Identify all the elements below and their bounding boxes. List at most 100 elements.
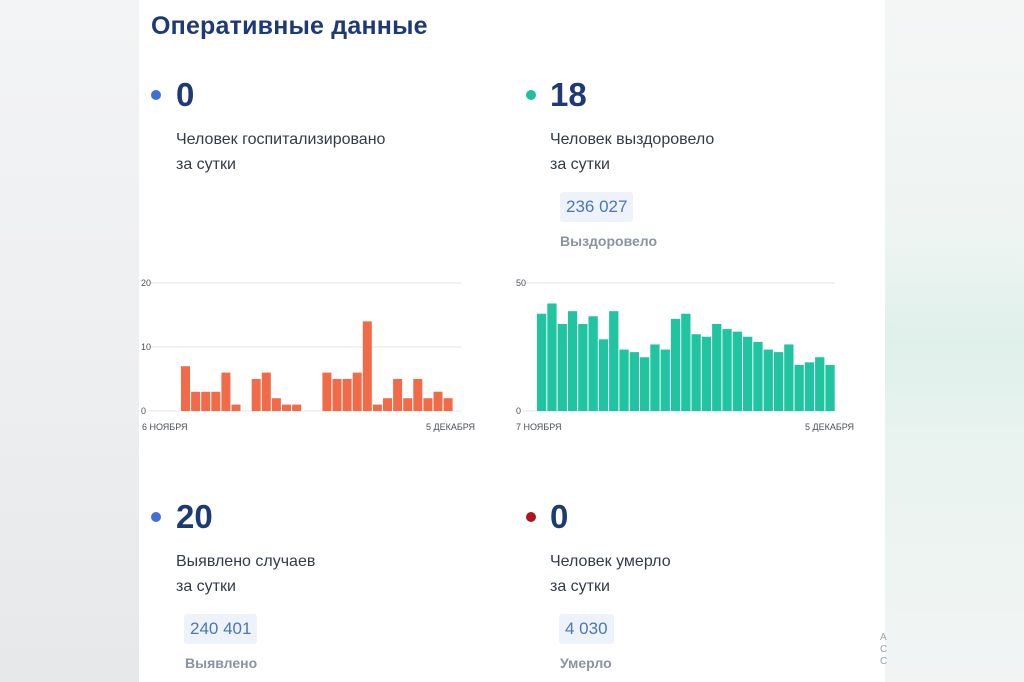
hospitalized-chart-bar bbox=[393, 379, 403, 411]
hospitalized-chart-bar bbox=[191, 391, 201, 411]
recovered-chart-bar bbox=[794, 364, 804, 411]
hospitalized-chart-bar bbox=[423, 398, 433, 411]
recovered-chart-bar bbox=[681, 313, 691, 411]
operational-data-card: Оперативные данные 0 Человек госпитализи… bbox=[139, 0, 885, 682]
deaths-total-badge: 4 030 bbox=[559, 614, 614, 644]
cases-label-line2: за сутки bbox=[176, 578, 236, 595]
hospitalized-label-line2: за сутки bbox=[176, 156, 236, 173]
hospitalized-chart-bar bbox=[181, 366, 190, 411]
recovered-chart-bar bbox=[619, 349, 629, 411]
recovered-chart-bar bbox=[629, 352, 639, 411]
deaths-label-line1: Человек умерло bbox=[550, 553, 671, 570]
page-title: Оперативные данные bbox=[151, 12, 428, 40]
hospitalized-chart-bar bbox=[352, 372, 362, 411]
recovered-chart-bar bbox=[743, 336, 753, 411]
recovered-label-line2: за сутки bbox=[550, 156, 610, 173]
cases-total-badge: 240 401 bbox=[184, 614, 258, 644]
recovered-chart-bar bbox=[567, 311, 578, 411]
recovered-chart-bar bbox=[547, 303, 557, 411]
right-background bbox=[885, 0, 1024, 682]
recovered-chart-y-tick-label: 0 bbox=[516, 406, 521, 416]
hospitalized-chart-bar bbox=[221, 372, 231, 411]
recovered-chart-bar bbox=[691, 334, 701, 411]
hospitalized-label-line1: Человек госпитализировано bbox=[176, 131, 386, 148]
cases-value: 20 bbox=[176, 498, 213, 535]
edge-mark: А bbox=[880, 632, 887, 643]
hospitalized-chart-bar bbox=[433, 391, 443, 411]
recovered-chart-bar bbox=[640, 357, 650, 411]
hospitalized-chart-bar bbox=[383, 398, 392, 411]
hospitalized-chart-svg: 0 10 20 6 НОЯБРЯ 5 ДЕКАБРЯ bbox=[141, 278, 475, 432]
recovered-chart-bar bbox=[825, 364, 835, 411]
edge-mark: С bbox=[880, 656, 888, 667]
recovered-chart-bar bbox=[753, 341, 763, 411]
recovered-chart-svg: 0 50 7 НОЯБРЯ 5 ДЕКАБРЯ bbox=[516, 278, 854, 432]
left-background bbox=[0, 0, 139, 682]
cases-label: Выявлено случаев за сутки bbox=[176, 549, 315, 599]
recovered-chart-bar bbox=[660, 349, 670, 411]
recovered-chart-bar bbox=[670, 318, 681, 411]
recovered-total-badge: 236 027 bbox=[560, 192, 634, 222]
hospitalized-chart-bar bbox=[332, 379, 342, 411]
recovered-chart-bar bbox=[588, 316, 598, 411]
deaths-dot bbox=[526, 512, 536, 522]
hospitalized-chart-bar bbox=[322, 372, 332, 411]
cases-total-caption: Выявлено bbox=[185, 655, 258, 671]
hospitalized-chart-bar bbox=[403, 398, 413, 411]
hospitalized-dot bbox=[151, 90, 161, 100]
recovered-chart-bar bbox=[773, 352, 784, 411]
recovered-chart-bar bbox=[609, 311, 619, 411]
recovered-label: Человек выздоровело за сутки bbox=[550, 127, 714, 177]
hospitalized-chart-x-end-label: 5 ДЕКАБРЯ bbox=[426, 422, 475, 432]
recovered-label-line1: Человек выздоровело bbox=[550, 131, 715, 148]
recovered-chart-bar bbox=[537, 313, 547, 411]
hospitalized-chart-bar bbox=[251, 379, 261, 411]
recovered-chart-bar bbox=[701, 336, 712, 411]
hospitalized-chart-bar bbox=[413, 379, 423, 411]
recovered-chart-x-end-label: 5 ДЕКАБРЯ bbox=[805, 422, 854, 432]
recovered-chart-bar bbox=[815, 357, 825, 411]
deaths-label: Человек умерло за сутки bbox=[550, 549, 671, 599]
hospitalized-chart-y-tick-label: 10 bbox=[141, 342, 151, 352]
cases-dot bbox=[151, 512, 161, 522]
edge-mark: С bbox=[880, 644, 888, 655]
recovered-chart-bar bbox=[712, 323, 722, 411]
hospitalized-chart-y-tick-label: 20 bbox=[141, 278, 151, 288]
hospitalized-chart-bar bbox=[372, 404, 382, 411]
hospitalized-chart-bar bbox=[261, 372, 271, 411]
hospitalized-chart-bar bbox=[362, 321, 372, 411]
hospitalized-chart: 0 10 20 6 НОЯБРЯ 5 ДЕКАБРЯ bbox=[139, 272, 484, 437]
recovered-chart-bar bbox=[578, 323, 588, 411]
recovered-chart-bar bbox=[804, 362, 815, 411]
recovered-chart-bar bbox=[732, 331, 742, 411]
deaths-value: 0 bbox=[550, 498, 569, 535]
recovered-chart-bar bbox=[784, 344, 794, 411]
hospitalized-label: Человек госпитализировано за сутки bbox=[176, 127, 385, 177]
recovered-chart-bar bbox=[557, 323, 567, 411]
hospitalized-chart-x-start-label: 6 НОЯБРЯ bbox=[142, 422, 188, 432]
recovered-value: 18 bbox=[550, 76, 587, 113]
recovered-chart-bar bbox=[598, 339, 609, 411]
hospitalized-chart-bar bbox=[443, 398, 453, 411]
deaths-total-caption: Умерло bbox=[560, 655, 612, 671]
hospitalized-chart-bar bbox=[271, 398, 281, 411]
recovered-chart-x-start-label: 7 НОЯБРЯ bbox=[516, 422, 562, 432]
edge-marks: А С С bbox=[880, 632, 887, 668]
deaths-label-line2: за сутки bbox=[550, 578, 610, 595]
hospitalized-chart-bar bbox=[282, 404, 291, 411]
recovered-chart: 0 50 7 НОЯБРЯ 5 ДЕКАБРЯ bbox=[513, 272, 858, 437]
recovered-chart-bar bbox=[650, 344, 660, 411]
hospitalized-chart-y-tick-label: 0 bbox=[141, 406, 146, 416]
recovered-chart-bar bbox=[763, 349, 773, 411]
hospitalized-chart-bar bbox=[231, 404, 241, 411]
recovered-chart-y-tick-label: 50 bbox=[516, 278, 526, 288]
hospitalized-chart-bar bbox=[292, 404, 302, 411]
recovered-chart-bar bbox=[722, 329, 732, 411]
hospitalized-value: 0 bbox=[176, 76, 195, 113]
hospitalized-chart-bar bbox=[342, 379, 352, 411]
recovered-dot bbox=[526, 90, 536, 100]
hospitalized-chart-bar bbox=[201, 391, 211, 411]
recovered-total-caption: Выздоровело bbox=[560, 233, 658, 249]
hospitalized-chart-bar bbox=[211, 391, 221, 411]
cases-label-line1: Выявлено случаев bbox=[176, 553, 316, 570]
